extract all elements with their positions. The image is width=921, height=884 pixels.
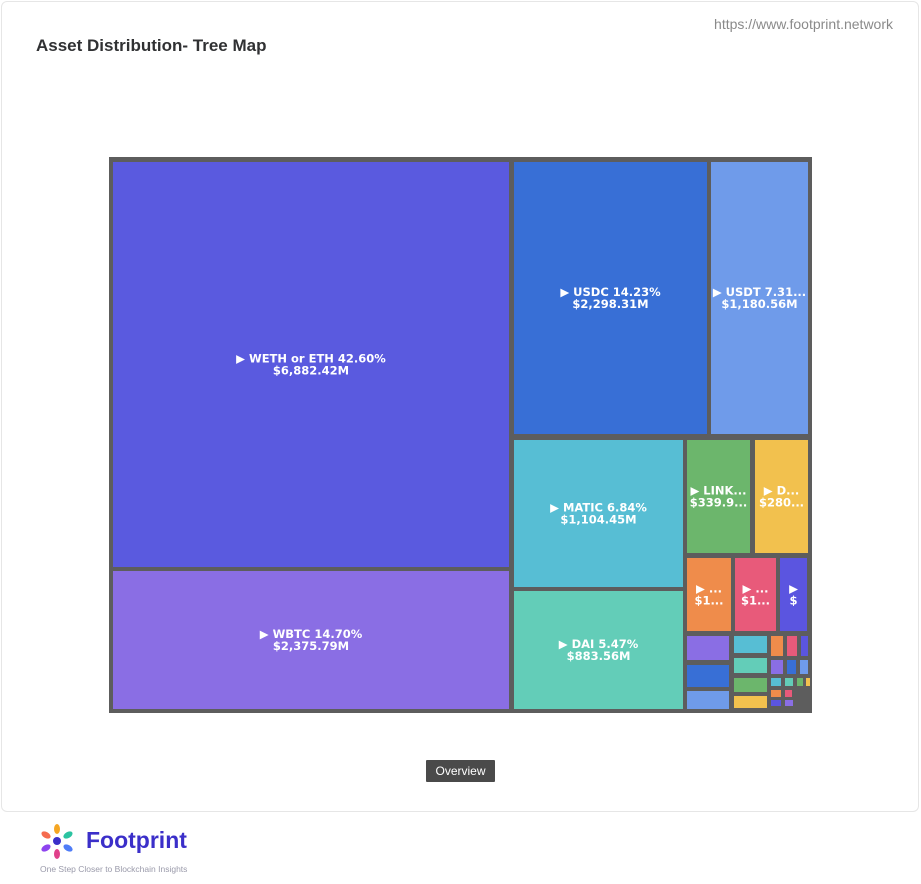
treemap-tile-16[interactable] (734, 658, 767, 673)
treemap-tile-28[interactable] (806, 678, 810, 686)
treemap-tile-label: ▶ (789, 582, 798, 596)
treemap-tile-30[interactable] (785, 690, 792, 697)
treemap-tile-12[interactable] (687, 636, 729, 660)
treemap-tile-value: $1,104.45M (560, 513, 636, 527)
treemap-tile-24[interactable] (800, 660, 808, 674)
brand-tagline: One Step Closer to Blockchain Insights (40, 864, 188, 874)
treemap-tile-label: ▶ LINK... (690, 484, 746, 498)
source-url[interactable]: https://www.footprint.network (714, 16, 893, 32)
treemap-tile-label: ▶ WETH or ETH 42.60% (236, 352, 386, 366)
treemap-tile-18[interactable] (734, 696, 767, 708)
treemap-tile-9[interactable] (687, 558, 731, 631)
treemap-tile-11[interactable] (780, 558, 807, 631)
treemap-tile-label: ▶ DAI 5.47% (559, 637, 639, 651)
treemap-tile-value: $ (789, 594, 797, 608)
treemap-tile-5[interactable] (514, 440, 683, 587)
treemap-tile-8[interactable] (755, 440, 808, 553)
treemap-tile-value: $2,298.31M (572, 297, 648, 311)
treemap-tile-label: ▶ MATIC 6.84% (550, 501, 647, 515)
treemap-tile-14[interactable] (687, 691, 729, 709)
treemap-tile-15[interactable] (734, 636, 767, 653)
treemap-tile-label: ▶ USDT 7.31... (713, 285, 806, 299)
treemap-tile-value: $2,375.79M (273, 639, 349, 653)
overview-breadcrumb-button[interactable]: Overview (426, 760, 495, 782)
treemap-tile-label: ▶ ... (743, 582, 769, 596)
treemap-tile-value: $280... (759, 496, 804, 510)
treemap-tile-13[interactable] (687, 665, 729, 687)
treemap-tile-27[interactable] (797, 678, 803, 686)
treemap-tile-6[interactable] (514, 591, 683, 709)
brand-name: Footprint (86, 827, 187, 853)
treemap-tile-label: ▶ USDC 14.23% (560, 285, 661, 299)
treemap-tile-21[interactable] (801, 636, 808, 656)
treemap-tile-29[interactable] (771, 690, 781, 697)
treemap-tile-value: $1... (741, 594, 770, 608)
treemap-tile-label: ▶ D... (764, 484, 800, 498)
treemap-tile-10[interactable] (735, 558, 776, 631)
treemap-tile-4[interactable] (711, 162, 808, 434)
treemap-tile-2[interactable] (113, 571, 509, 709)
treemap-tile-23[interactable] (787, 660, 796, 674)
footprint-logo: Footprint (38, 822, 187, 867)
treemap-tile-19[interactable] (771, 636, 783, 656)
treemap-tile-22[interactable] (771, 660, 783, 674)
treemap-tile-label: ▶ WBTC 14.70% (260, 627, 363, 641)
treemap-tile-value: $339.9... (690, 496, 747, 510)
treemap-tile-17[interactable] (734, 678, 767, 692)
treemap-tile-25[interactable] (771, 678, 781, 686)
treemap-tile-1[interactable] (113, 162, 509, 567)
treemap-tile-value: $1,180.56M (721, 297, 797, 311)
footprint-flower-icon (41, 824, 73, 859)
treemap-tile-26[interactable] (785, 678, 793, 686)
treemap-tile-20[interactable] (787, 636, 797, 656)
treemap-tile-value: $6,882.42M (273, 364, 349, 378)
treemap-tile-value: $883.56M (567, 649, 631, 663)
treemap-tile-32[interactable] (785, 700, 793, 706)
treemap-tile-label: ▶ ... (696, 582, 722, 596)
treemap-tile-3[interactable] (514, 162, 707, 434)
chart-title: Asset Distribution- Tree Map (36, 36, 267, 55)
treemap-tile-value: $1... (694, 594, 723, 608)
treemap-tile-31[interactable] (771, 700, 781, 706)
treemap-tile-7[interactable] (687, 440, 750, 553)
